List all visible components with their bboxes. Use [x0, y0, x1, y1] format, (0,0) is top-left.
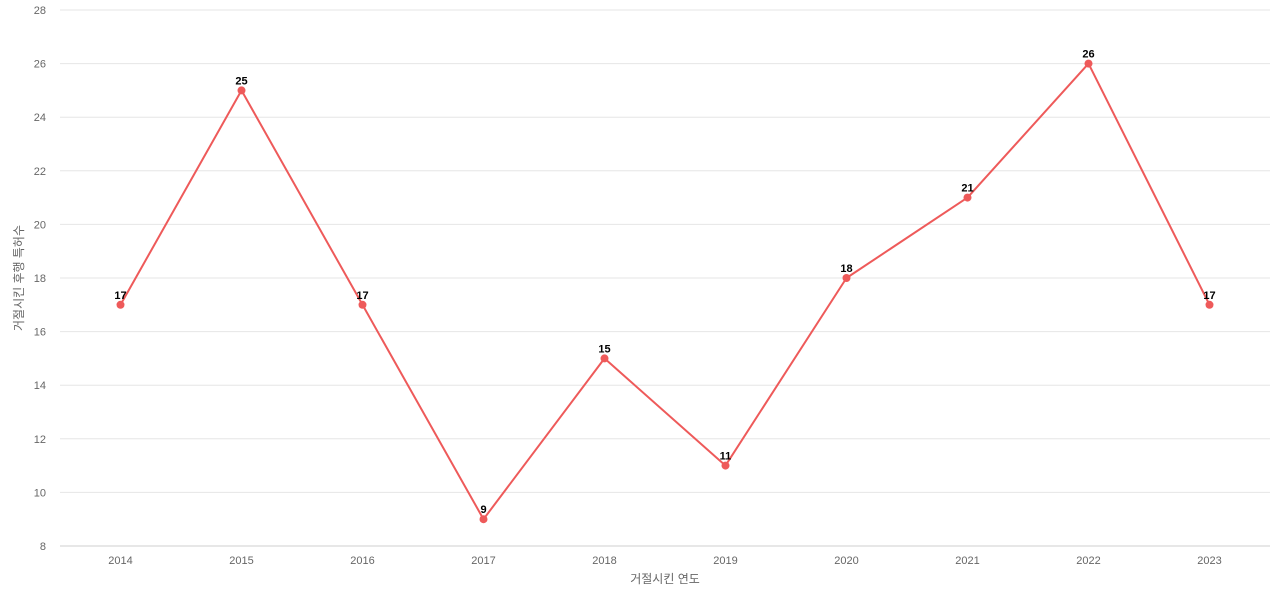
x-tick-label: 2018: [592, 555, 616, 567]
data-label: 11: [720, 451, 732, 463]
data-label: 15: [598, 343, 610, 355]
data-point: [237, 86, 246, 95]
data-point: [1084, 59, 1093, 68]
y-tick-label: 22: [34, 166, 46, 178]
series-layer: [116, 59, 1214, 524]
y-tick-label: 16: [34, 327, 46, 339]
data-label: 21: [961, 183, 973, 195]
data-label: 17: [1203, 290, 1215, 302]
y-tick-label: 8: [40, 541, 46, 553]
y-tick-label: 12: [34, 434, 46, 446]
data-point: [963, 193, 972, 202]
data-labels: 17 25 17 9 15 11 18 21 26 17: [114, 49, 1215, 517]
grid-lines: [60, 9, 1270, 547]
x-tick-label: 2023: [1197, 555, 1221, 567]
x-tick-label: 2014: [108, 555, 132, 567]
x-tick-label: 2015: [229, 555, 253, 567]
data-label: 9: [480, 504, 486, 516]
data-label: 18: [840, 263, 852, 275]
x-tick-label: 2022: [1076, 555, 1100, 567]
y-tick-label: 10: [34, 487, 46, 499]
y-tick-label: 20: [34, 219, 46, 231]
x-tick-label: 2019: [713, 555, 737, 567]
y-tick-label: 14: [34, 380, 46, 392]
data-point: [116, 300, 125, 309]
data-label: 17: [356, 290, 368, 302]
x-tick-label: 2017: [471, 555, 495, 567]
data-point: [1205, 300, 1214, 309]
x-tick-label: 2016: [350, 555, 374, 567]
data-label: 26: [1082, 49, 1094, 61]
data-point: [721, 461, 730, 470]
data-point: [479, 515, 488, 524]
data-label: 17: [114, 290, 126, 302]
y-tick-label: 26: [34, 59, 46, 71]
data-point: [358, 300, 367, 309]
series-line: [119, 62, 1211, 521]
data-point: [842, 274, 851, 282]
y-axis-title: 거절시킨 후행 특허수: [11, 225, 26, 331]
y-tick-label: 18: [34, 273, 46, 285]
y-tick-label: 24: [34, 112, 46, 124]
data-label: 25: [235, 75, 247, 87]
x-tick-label: 2021: [955, 555, 979, 567]
y-tick-label: 28: [34, 5, 46, 17]
data-point: [600, 354, 609, 363]
x-tick-label: 2020: [834, 555, 858, 567]
x-axis-title: 거절시킨 연도: [630, 572, 700, 586]
